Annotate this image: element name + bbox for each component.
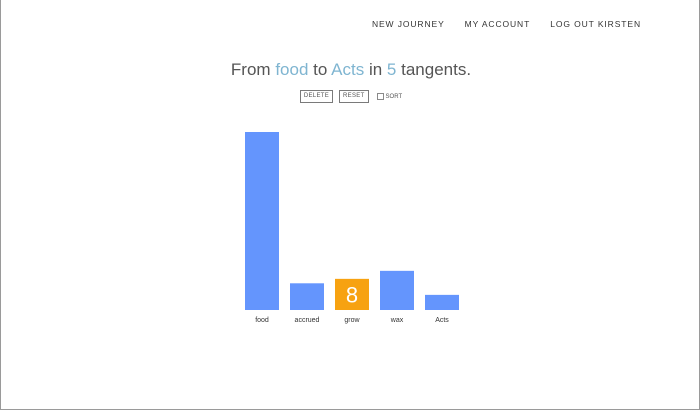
title-suffix: tangents.: [401, 60, 472, 79]
bar-acts[interactable]: [425, 294, 459, 310]
title-to: to: [313, 60, 328, 79]
title-start-word: food: [275, 60, 309, 79]
delete-button[interactable]: DELETE: [299, 90, 334, 103]
nav-new-journey-link[interactable]: NEW JOURNEY: [371, 19, 445, 29]
sort-checkbox[interactable]: [376, 93, 384, 100]
title-in: in: [368, 60, 383, 79]
bar-food[interactable]: [245, 132, 279, 310]
title-count: 5: [386, 60, 397, 79]
top-nav: NEW JOURNEY MY ACCOUNT LOG OUT KIRSTEN: [372, 19, 641, 29]
page-title: From food to Acts in 5 tangents.: [1, 60, 700, 80]
sort-toggle[interactable]: SORT: [376, 93, 403, 100]
bar-label-food: food: [255, 317, 269, 324]
bar-label-wax: wax: [390, 317, 404, 324]
bar-label-grow: grow: [344, 317, 360, 324]
nav-my-account-link[interactable]: MY ACCOUNT: [464, 19, 531, 29]
reset-button[interactable]: RESET: [339, 90, 369, 103]
title-from: From: [230, 60, 271, 79]
bar-label-accrued: accrued: [295, 317, 320, 324]
bar-accrued[interactable]: [290, 283, 324, 310]
bar-grow[interactable]: [335, 278, 369, 310]
controls-bar: DELETE RESET SORT: [1, 90, 700, 103]
highlight-bar-number: 8: [346, 282, 358, 307]
nav-log-out-link[interactable]: LOG OUT KIRSTEN: [550, 19, 641, 29]
title-end-word: Acts: [331, 60, 365, 79]
bar-label-acts: Acts: [435, 317, 449, 324]
bar-wax[interactable]: [380, 270, 414, 310]
sort-label: SORT: [385, 93, 403, 100]
